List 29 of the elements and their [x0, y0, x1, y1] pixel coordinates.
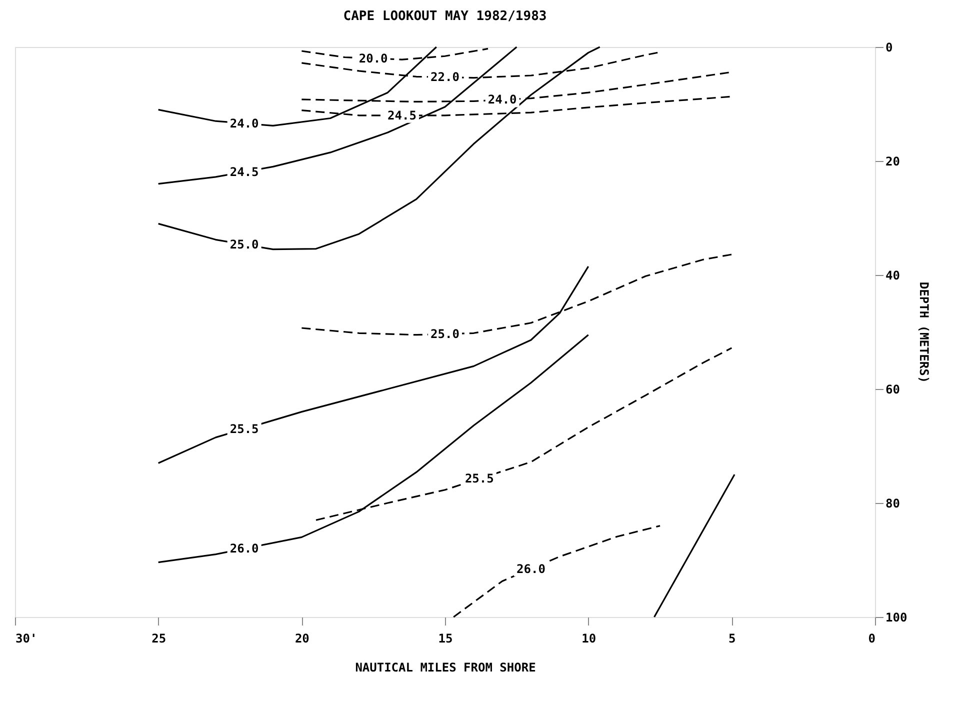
annotation: 25.0: [230, 238, 259, 252]
annotation: 25.0: [430, 326, 460, 341]
annotation: 25.5: [464, 471, 494, 486]
y-axis-title: DEPTH (METERS): [917, 282, 932, 384]
annotation: 24.5: [230, 164, 259, 179]
x-axis-title: NAUTICAL MILES FROM SHORE: [355, 660, 536, 674]
annotation: 20.0: [358, 51, 388, 66]
chart-title: CAPE LOOKOUT MAY 1982/1983: [343, 9, 547, 24]
annotation: 24.0: [230, 116, 259, 130]
y-tick-label: 80: [886, 496, 900, 510]
x-tick-label: 25: [152, 632, 166, 646]
y-tick-label: 60: [886, 382, 900, 396]
x-tick-label: 30': [16, 632, 38, 646]
annotation: 24.0: [488, 92, 517, 107]
annotation: 26.0: [516, 562, 546, 576]
annotation: 22.0: [430, 70, 460, 84]
line-series: [452, 525, 661, 618]
y-tick-label: 0: [886, 40, 893, 54]
annotation: 26.0: [230, 542, 259, 556]
y-tick-label: 20: [886, 154, 900, 168]
annotation: 24.5: [388, 108, 416, 122]
x-tick-label: 0: [868, 632, 876, 646]
y-tick-label: 40: [886, 268, 900, 282]
x-tick-label: 20: [294, 632, 310, 646]
x-tick-label: 5: [728, 632, 736, 646]
x-tick-label: 15: [438, 632, 453, 646]
y-tick-label: 100: [886, 610, 908, 624]
annotation: 25.5: [230, 422, 259, 436]
x-tick-label: 10: [582, 632, 596, 646]
